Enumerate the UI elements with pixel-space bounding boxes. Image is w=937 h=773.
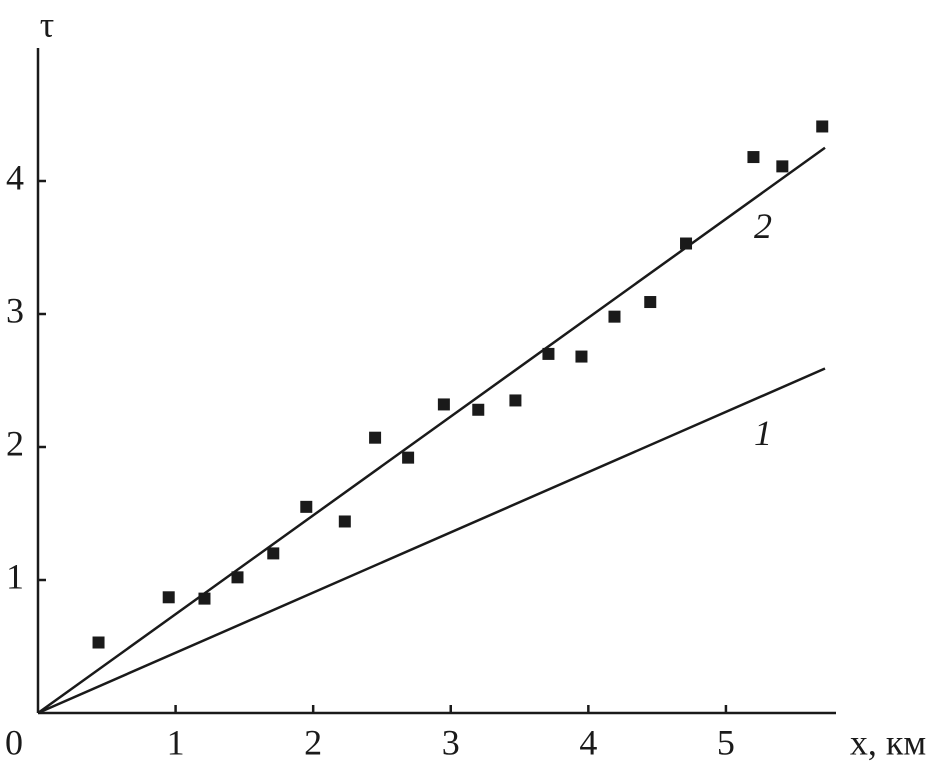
x-tick-label: 2 [304, 722, 322, 762]
data-point [816, 120, 829, 133]
y-tick-label: 2 [6, 423, 24, 463]
data-point [162, 591, 175, 604]
y-tick-label: 3 [6, 290, 24, 330]
data-point [608, 310, 621, 323]
x-tick-label: 5 [717, 722, 735, 762]
data-point [402, 451, 415, 464]
data-point [231, 571, 244, 584]
y-axis-label: τ [40, 4, 54, 44]
data-point [509, 394, 522, 407]
series-label: 2 [754, 206, 772, 246]
fit-line [37, 146, 826, 715]
data-point [369, 431, 382, 444]
data-point [680, 237, 693, 250]
data-point [338, 515, 351, 528]
data-point [542, 347, 555, 360]
y-tick-label: 4 [6, 157, 24, 197]
x-tick-label: 4 [579, 722, 597, 762]
x-tick-label: 3 [442, 722, 460, 762]
data-point [300, 500, 313, 513]
data-point [644, 296, 657, 309]
y-tick-label: 1 [6, 556, 24, 596]
fit-line [37, 367, 826, 715]
data-point [437, 398, 450, 411]
x-tick-label: 0 [5, 722, 23, 762]
data-point [747, 151, 760, 164]
x-tick-label: 1 [167, 722, 185, 762]
x-axis-label: x, км [850, 722, 926, 762]
data-point [575, 350, 588, 363]
data-point [472, 403, 485, 416]
series-label: 1 [754, 413, 772, 453]
data-point [198, 592, 211, 605]
data-point [776, 160, 789, 173]
data-point [92, 636, 105, 649]
data-point [267, 547, 280, 560]
